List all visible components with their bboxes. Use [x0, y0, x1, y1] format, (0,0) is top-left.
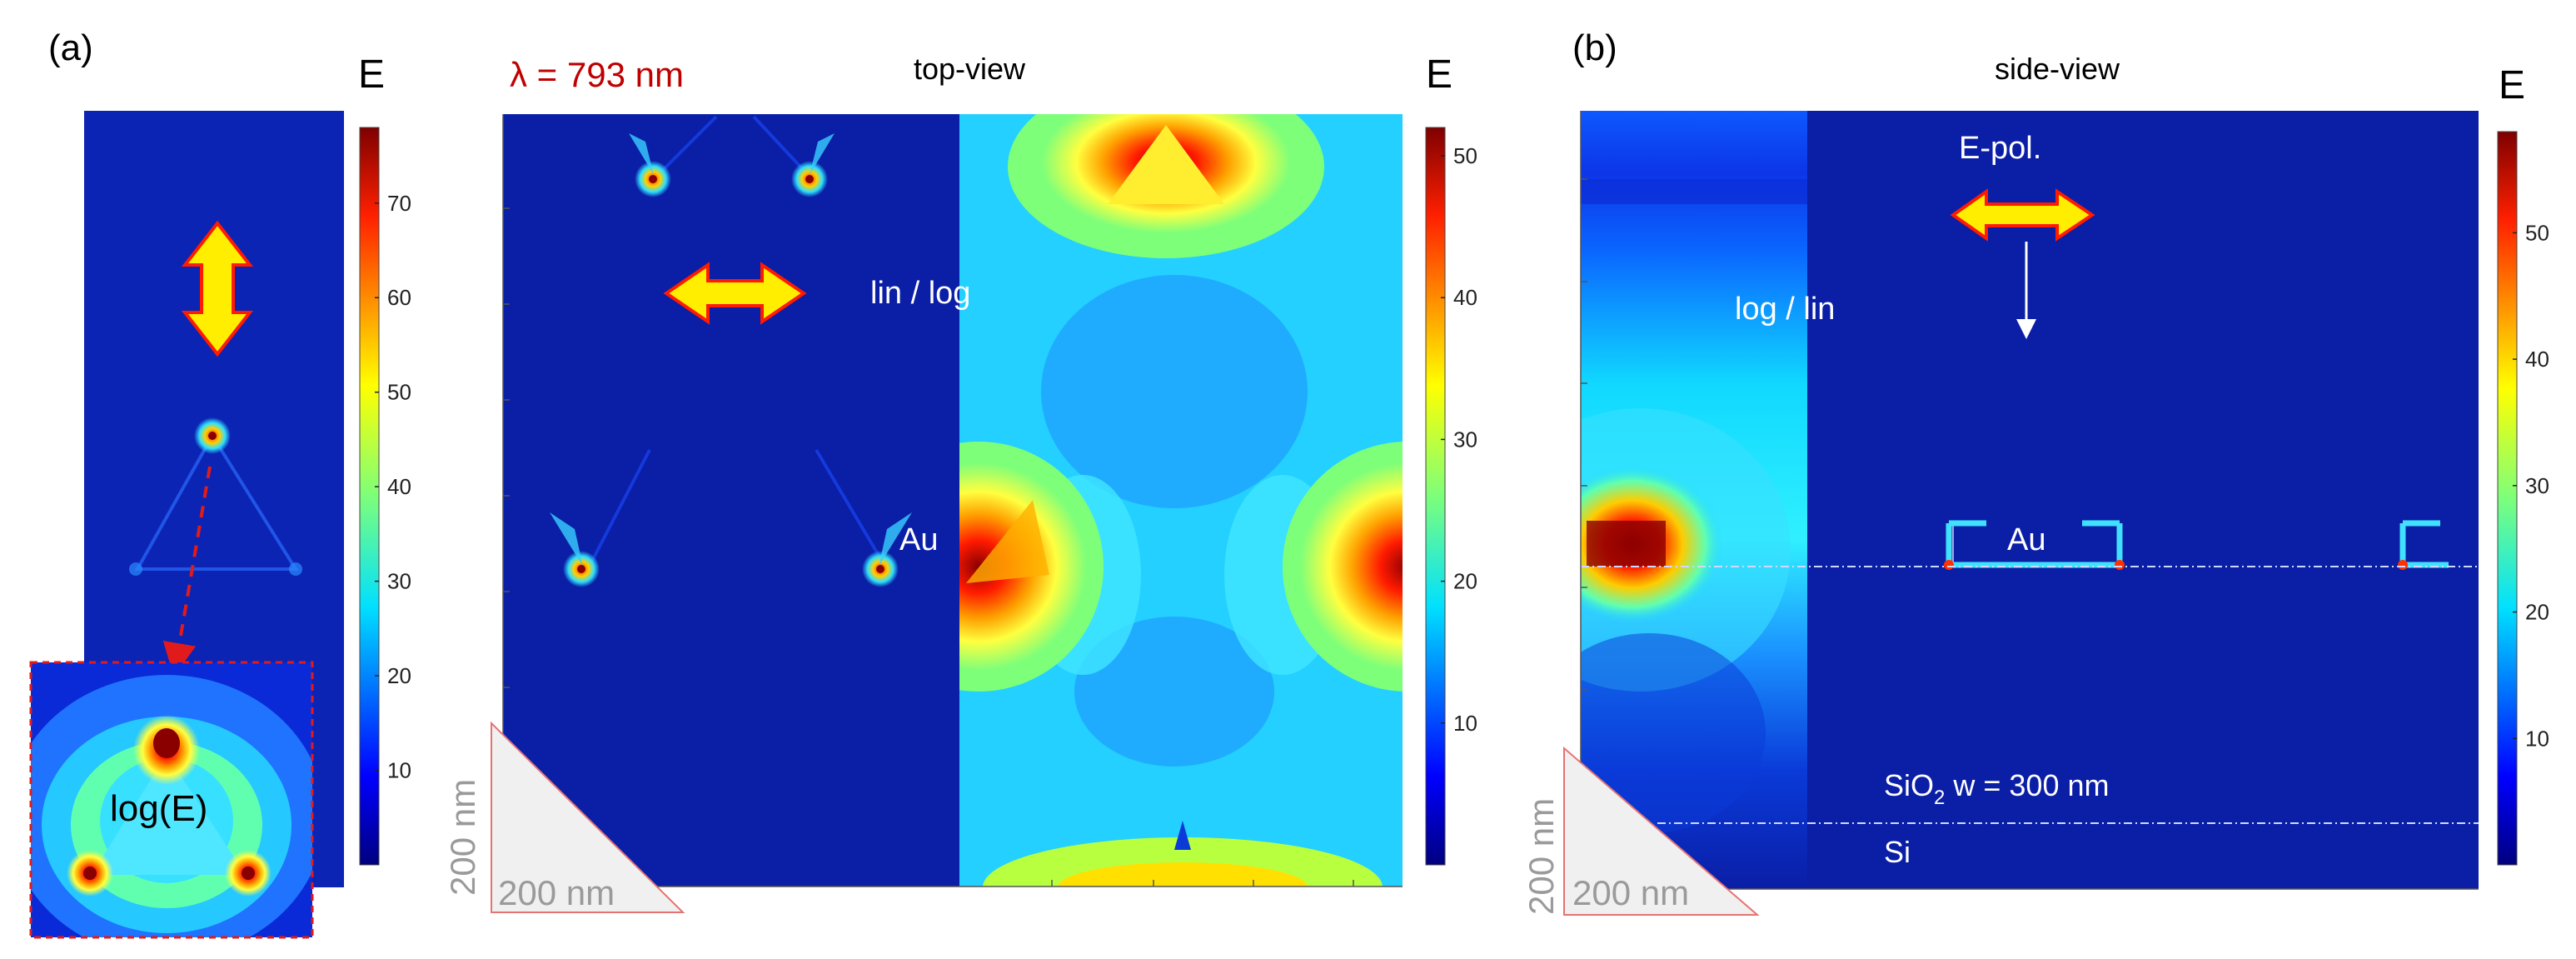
- colorbar-tick-label: 20: [2525, 600, 2549, 625]
- top-view-linear-map: [503, 114, 959, 887]
- colorbar-tick-label: 30: [387, 569, 411, 594]
- polarization-arrow-side: [1950, 188, 2095, 242]
- inset-log-map: [31, 662, 312, 937]
- colorbar-b-title: E: [2499, 63, 2525, 107]
- colorbar-large-ticks: 10 20 30 40 50: [1441, 143, 1477, 736]
- side-view-au-structures: [1944, 520, 2449, 570]
- top-view-title: top-view: [914, 52, 1026, 86]
- colorbar-b-ticks: 10 20 30 40 50: [2513, 220, 2549, 751]
- side-view-title: side-view: [1995, 52, 2120, 86]
- side-view-log-map: [1581, 111, 1807, 889]
- wavelength-label: λ = 793 nm: [510, 55, 684, 94]
- side-view-au-label: Au: [2007, 522, 2045, 557]
- top-view-au-label: Au: [899, 522, 938, 557]
- oxide-layer-label: SiO2 w = 300 nm: [1884, 768, 2109, 809]
- polarization-arrow-horizontal: [663, 262, 807, 325]
- substrate-label: Si: [1884, 835, 1911, 869]
- colorbar-tick-label: 40: [2525, 347, 2549, 372]
- scale-label-vertical-top: 200 nm: [443, 779, 482, 896]
- inset-pointer-arrow: [162, 466, 212, 677]
- scale-label-vertical-side: 200 nm: [1522, 798, 1561, 915]
- top-view-log-map: [959, 114, 1403, 887]
- inset-label: log(E): [110, 788, 207, 829]
- colorbar-tick-label: 10: [387, 758, 411, 783]
- colorbar-tick-label: 20: [387, 663, 411, 688]
- colorbar-small-ticks: 10 20 30 40 50 60 70: [375, 191, 411, 783]
- scale-triangle-side: [1563, 746, 1760, 916]
- colorbar-small: [359, 127, 380, 866]
- colorbar-tick-label: 40: [387, 474, 411, 499]
- colorbar-tick-label: 40: [1453, 285, 1477, 310]
- top-view-split-label: lin / log: [870, 276, 970, 311]
- scale-label-horizontal-top: 200 nm: [498, 873, 615, 912]
- colorbar-tick-label: 20: [1453, 569, 1477, 594]
- colorbar-tick-label: 30: [1453, 427, 1477, 452]
- colorbar-tick-label: 50: [387, 380, 411, 405]
- colorbar-tick-label: 70: [387, 191, 411, 216]
- polarization-label: E-pol.: [1959, 131, 2041, 166]
- scale-triangle-top: [491, 721, 685, 913]
- scale-label-horizontal-side: 200 nm: [1572, 873, 1689, 912]
- side-view-axis-ticks: [1580, 111, 2479, 890]
- colorbar-b: [2497, 131, 2518, 866]
- colorbar-tick-label: 50: [2525, 220, 2549, 245]
- colorbar-small-title: E: [358, 52, 385, 97]
- inset-border: [29, 661, 314, 939]
- colorbar-large: [1425, 127, 1446, 866]
- colorbar-tick-label: 10: [2525, 726, 2549, 751]
- colorbar-tick-label: 60: [387, 285, 411, 310]
- side-view-split-label: log / lin: [1735, 292, 1835, 327]
- side-view-linear-map: [1807, 111, 2479, 889]
- colorbar-tick-label: 30: [2525, 473, 2549, 498]
- colorbar-large-title: E: [1426, 52, 1452, 97]
- polarization-arrow-vertical: [181, 220, 254, 357]
- colorbar-tick-label: 10: [1453, 711, 1477, 736]
- colorbar-tick-label: 50: [1453, 143, 1477, 168]
- panel-a-label: (a): [48, 27, 93, 68]
- panel-b-label: (b): [1572, 27, 1617, 68]
